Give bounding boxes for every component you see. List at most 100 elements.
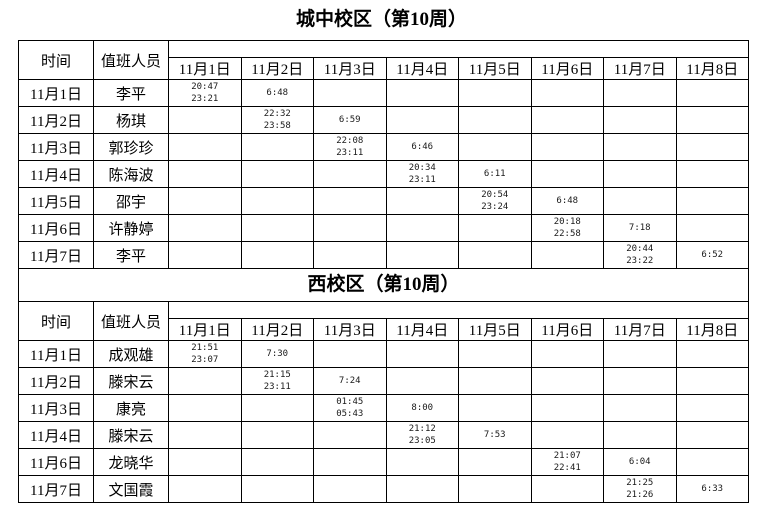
duty-time-cell [458, 241, 532, 269]
duty-time-cell [530, 133, 604, 161]
duty-time-cell: 22:32 23:58 [240, 106, 314, 134]
duty-time-cell [240, 475, 314, 503]
duty-time-cell [240, 448, 314, 476]
row-date-cell: 11月3日 [18, 394, 94, 422]
duty-time-cell [385, 367, 459, 395]
duty-time-cell [458, 367, 532, 395]
row-person-cell: 杨琪 [93, 106, 169, 134]
duty-time-cell [240, 421, 314, 449]
duty-time-cell [675, 106, 749, 134]
duty-time-cell [675, 394, 749, 422]
duty-time-cell: 21:51 23:07 [168, 340, 242, 368]
time-entry: 23:24 [481, 202, 509, 212]
time-entry: 6:59 [338, 115, 361, 125]
duty-time-cell [168, 241, 242, 269]
header-row-top: 时间 值班人员 [18, 40, 749, 80]
time-entry: 23:11 [336, 148, 364, 158]
table-row: 11月3日 康亮 01:45 05:43 8:00 [18, 394, 749, 422]
duty-time-cell [603, 340, 677, 368]
duty-time-cell: 6:59 [313, 106, 387, 134]
duty-time-cell [675, 214, 749, 242]
time-entry: 6:11 [483, 169, 506, 179]
duty-time-cell [675, 367, 749, 395]
staff-column-header: 值班人员 [93, 40, 169, 80]
time-column-header: 时间 [18, 40, 94, 80]
row-date-cell: 11月1日 [18, 79, 94, 107]
time-entry: 21:15 [263, 370, 291, 380]
duty-time-cell [385, 241, 459, 269]
duty-time-cell: 01:45 05:43 [313, 394, 387, 422]
row-date-cell: 11月2日 [18, 367, 94, 395]
duty-time-cell [603, 79, 677, 107]
duty-time-cell [603, 106, 677, 134]
duty-time-cell [313, 214, 387, 242]
duty-time-cell [530, 394, 604, 422]
time-entry: 6:52 [701, 250, 724, 260]
time-entry: 6:48 [266, 88, 289, 98]
time-entry: 7:18 [628, 223, 651, 233]
duty-time-cell [168, 187, 242, 215]
duty-time-cell [168, 367, 242, 395]
header-row-dates: 11月1日 11月2日 11月3日 11月4日 11月5日 11月6日 11月7日 11月8日 [19, 57, 749, 80]
duty-time-cell [313, 475, 387, 503]
row-person-cell: 郭珍珍 [93, 133, 169, 161]
duty-time-cell: 6:11 [458, 160, 532, 188]
duty-time-cell: 21:07 22:41 [530, 448, 604, 476]
duty-time-cell [530, 475, 604, 503]
table-row: 11月6日 许静婷 20:18 22:58 7:18 [18, 214, 749, 242]
time-entry: 21:26 [626, 490, 654, 500]
duty-time-cell: 6:48 [240, 79, 314, 107]
header-row-top: 时间 值班人员 [18, 301, 749, 341]
duty-time-cell [675, 133, 749, 161]
date-column-header: 11月1日 [168, 57, 242, 80]
duty-time-cell: 6:48 [530, 187, 604, 215]
date-column-header: 11月6日 [530, 57, 604, 80]
duty-time-cell: 6:52 [675, 241, 749, 269]
duty-time-cell [168, 160, 242, 188]
duty-time-cell: 21:15 23:11 [240, 367, 314, 395]
duty-time-cell [313, 79, 387, 107]
duty-time-cell [458, 133, 532, 161]
duty-time-cell [385, 448, 459, 476]
duty-time-cell [240, 241, 314, 269]
row-date-cell: 11月6日 [18, 448, 94, 476]
date-column-header: 11月8日 [675, 57, 749, 80]
duty-time-cell [675, 448, 749, 476]
date-column-header: 11月7日 [603, 318, 677, 341]
time-entry: 22:41 [553, 463, 581, 473]
duty-time-cell [530, 241, 604, 269]
duty-time-cell [530, 340, 604, 368]
table-row: 11月7日 李平 20:44 23:22 6:52 [18, 241, 749, 269]
duty-time-cell: 21:12 23:05 [385, 421, 459, 449]
campus-title-west: 西校区（第10周） [18, 269, 749, 301]
duty-time-cell [385, 214, 459, 242]
row-date-cell: 11月2日 [18, 106, 94, 134]
time-entry: 8:00 [411, 403, 434, 413]
duty-time-cell: 6:33 [675, 475, 749, 503]
duty-time-cell [458, 475, 532, 503]
duty-time-cell: 21:25 21:26 [603, 475, 677, 503]
duty-time-cell [313, 160, 387, 188]
row-date-cell: 11月7日 [18, 241, 94, 269]
row-date-cell: 11月4日 [18, 421, 94, 449]
duty-time-cell [385, 475, 459, 503]
date-column-header: 11月6日 [530, 318, 604, 341]
row-person-cell: 文国霞 [93, 475, 169, 503]
time-entry: 20:54 [481, 190, 509, 200]
time-entry: 21:07 [553, 451, 581, 461]
time-entry: 23:11 [408, 175, 436, 185]
staff-column-header: 值班人员 [93, 301, 169, 341]
time-entry: 21:12 [408, 424, 436, 434]
duty-time-cell: 20:54 23:24 [458, 187, 532, 215]
time-entry: 6:46 [411, 142, 434, 152]
duty-time-cell: 20:44 23:22 [603, 241, 677, 269]
time-entry: 7:24 [338, 376, 361, 386]
duty-time-cell [603, 133, 677, 161]
duty-time-cell [385, 340, 459, 368]
duty-time-cell [168, 421, 242, 449]
header-spacer-cell [168, 40, 749, 58]
duty-time-cell: 8:00 [385, 394, 459, 422]
table-row: 11月5日 邵宇 20:54 23:24 6:48 [18, 187, 749, 215]
duty-time-cell [458, 340, 532, 368]
